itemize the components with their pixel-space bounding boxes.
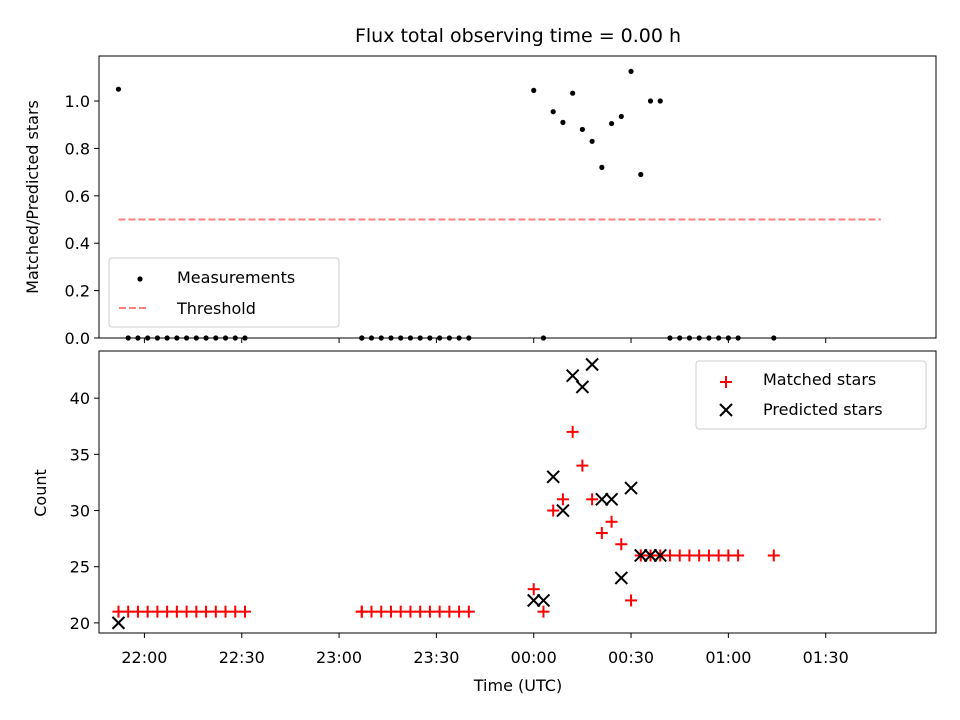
- top-legend-frame: [108, 257, 340, 328]
- bottom-xtick-label: 00:30: [608, 648, 654, 667]
- predicted-star-point: [595, 492, 609, 507]
- top-ytick-label: 1.0: [65, 92, 90, 111]
- legend-predicted-marker: [719, 403, 733, 417]
- matched-star-point: [462, 605, 475, 618]
- matched-star-point: [566, 425, 579, 438]
- predicted-star-point: [111, 616, 126, 630]
- bottom-legend-frame: [695, 360, 927, 430]
- measurement-point: [550, 109, 556, 115]
- bottom-ytick-label: 20: [70, 614, 90, 633]
- predicted-star-point: [565, 369, 580, 383]
- matched-star-point: [527, 583, 540, 596]
- bottom-panel: 20 25 30 35 40 22:00 22:30 23:00 23:30 00:00 00:3…: [31, 350, 937, 695]
- legend-measurements-marker: [137, 276, 143, 282]
- predicted-star-point: [643, 548, 658, 563]
- predicted-star-point: [536, 593, 551, 608]
- measurement-point: [531, 87, 537, 93]
- bottom-y-axis-label: Count: [31, 469, 50, 517]
- legend-threshold-label: Threshold: [176, 299, 256, 318]
- bottom-ytick-label: 25: [70, 558, 90, 577]
- top-axes-frame: [98, 55, 937, 339]
- bottom-x-ticks: 22:00 22:30 23:00 23:30 00:00 00:30 01:00 01:30: [121, 633, 849, 667]
- predicted-star-point: [634, 548, 648, 563]
- measurement-point: [589, 138, 595, 144]
- bottom-legend: Matched stars Predicted stars: [695, 360, 927, 430]
- matched-star-point: [605, 515, 618, 528]
- measurement-point: [628, 68, 634, 75]
- bottom-xtick-label: 22:30: [219, 648, 265, 667]
- matched-star-point: [547, 504, 560, 517]
- legend-matched-marker: [720, 376, 732, 388]
- top-legend: Measurements Threshold: [108, 257, 340, 328]
- measurement-point: [608, 120, 615, 127]
- bottom-xtick-label: 01:00: [705, 648, 751, 667]
- predicted-star-point: [575, 380, 590, 394]
- bottom-xtick-label: 23:00: [316, 648, 362, 667]
- predicted-star-point: [624, 481, 638, 495]
- top-x-ticks: [143, 338, 827, 343]
- matched-star-point: [556, 493, 569, 506]
- matched-star-point: [767, 549, 780, 562]
- matched-star-point: [595, 527, 608, 540]
- bottom-ytick-label: 35: [70, 445, 90, 464]
- measurement-point: [570, 90, 576, 96]
- measurement-point: [579, 126, 585, 133]
- predicted-star-point: [653, 548, 667, 563]
- predicted-star-point: [604, 492, 619, 507]
- measurement-point: [115, 86, 122, 92]
- top-ytick-label: 0.8: [65, 139, 90, 158]
- measurement-point: [647, 98, 654, 104]
- matched-star-point: [537, 605, 550, 618]
- measurement-point: [618, 113, 624, 120]
- matched-star-point: [238, 605, 251, 618]
- matched-star-point: [576, 459, 589, 472]
- bottom-marks: [111, 357, 780, 630]
- predicted-star-point: [546, 470, 560, 484]
- top-ytick-label: 0.0: [65, 329, 90, 348]
- bottom-xtick-label: 01:30: [803, 648, 849, 667]
- predicted-star-point: [527, 593, 541, 608]
- top-panel: 0.0 0.2 0.4 0.6 0.8 1.0 Matched/Predicted sta…: [23, 55, 937, 348]
- measurement-point: [560, 119, 566, 125]
- measurement-point: [657, 98, 663, 104]
- top-ytick-label: 0.6: [65, 187, 90, 206]
- bottom-axes-frame: [98, 350, 937, 634]
- legend-matched-label: Matched stars: [763, 370, 876, 389]
- bottom-xtick-label: 00:00: [511, 648, 557, 667]
- bottom-ytick-label: 30: [70, 502, 90, 521]
- measurement-point: [599, 164, 605, 170]
- top-ytick-label: 0.4: [65, 234, 90, 253]
- predicted-star-point: [556, 503, 570, 518]
- measurement-point: [638, 171, 644, 178]
- legend-measurements-label: Measurements: [177, 268, 295, 287]
- predicted-star-point: [585, 357, 599, 372]
- top-y-axis-label: Matched/Predicted stars: [23, 100, 42, 294]
- matched-star-point: [732, 549, 745, 562]
- legend-predicted-label: Predicted stars: [763, 400, 883, 419]
- bottom-xtick-label: 22:00: [121, 648, 167, 667]
- bottom-ytick-label: 40: [70, 389, 90, 408]
- matched-star-point: [625, 594, 638, 607]
- top-y-ticks: 0.0 0.2 0.4 0.6 0.8 1.0: [65, 92, 99, 348]
- chart-title: Flux total observing time = 0.00 h: [355, 25, 681, 47]
- bottom-y-ticks: 20 25 30 35 40: [70, 389, 99, 633]
- top-ytick-label: 0.2: [65, 282, 90, 301]
- x-axis-label: Time (UTC): [473, 676, 562, 695]
- matched-star-point: [586, 493, 599, 506]
- matched-star-point: [615, 538, 628, 551]
- bottom-xtick-label: 23:30: [413, 648, 459, 667]
- predicted-star-point: [614, 571, 629, 585]
